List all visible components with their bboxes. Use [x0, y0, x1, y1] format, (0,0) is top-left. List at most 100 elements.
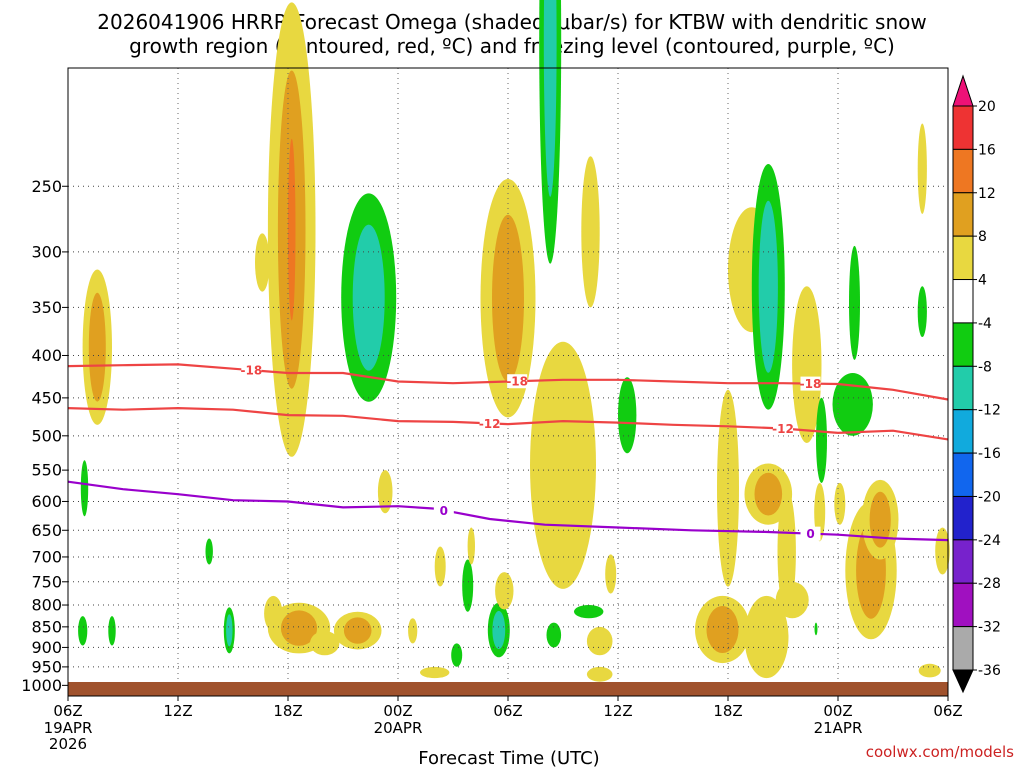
colorbar-label: -12	[978, 403, 1001, 419]
colorbar-label: -20	[978, 489, 1001, 505]
x-tick-sublabel: 20APR	[374, 719, 423, 737]
omega-cell-43	[917, 286, 927, 337]
y-tick-label: 300	[31, 242, 62, 261]
colorbar-segment	[952, 235, 974, 281]
omega-cell-32	[467, 527, 475, 565]
omega-cell-7	[377, 470, 393, 514]
dgz-minus18-label: -18	[240, 364, 262, 378]
freezing-0-label: 0	[806, 527, 814, 541]
y-tick-label: 250	[31, 177, 62, 196]
y-tick-label: 350	[31, 298, 62, 317]
ground-terrain	[68, 682, 948, 696]
omega-cell-28	[492, 610, 506, 650]
omega-cell-8	[581, 156, 600, 308]
colorbar-label: 16	[978, 142, 996, 158]
colorbar-label: -36	[978, 663, 1001, 679]
y-tick-label: 950	[31, 657, 62, 676]
credit-text: coolwx.com/models	[866, 743, 1014, 761]
dgz-minus18-label-bg	[241, 363, 262, 378]
y-tick-label: 900	[31, 638, 62, 657]
omega-cell-31	[495, 572, 514, 610]
x-tick-sublabel: 21APR	[814, 719, 863, 737]
x-tick-label: 12Z	[603, 702, 632, 720]
colorbar-segment	[952, 322, 974, 367]
omega-cell-22	[775, 581, 809, 619]
x-tick-label: 06Z	[933, 702, 962, 720]
omega-cell-2	[254, 233, 270, 292]
y-tick-label: 500	[31, 426, 62, 445]
colorbar-segment	[952, 279, 974, 324]
omega-cell-49	[834, 482, 846, 525]
colorbar-segment	[952, 495, 974, 541]
colorbar-label: -8	[978, 359, 992, 375]
colorbar-segment	[952, 539, 974, 584]
colorbar-label: 4	[978, 273, 987, 289]
omega-cell-29	[462, 559, 474, 612]
colorbar-label: -16	[978, 446, 1001, 462]
omega-cell-34	[546, 622, 562, 648]
contour-layer: -18 -18 -18 -12 -12 0 0	[67, 363, 949, 542]
dgz-minus12-line	[67, 406, 949, 441]
x-tick-sublabel: 2026	[49, 735, 87, 753]
omega-cell-46	[205, 538, 213, 565]
dgz-minus12-label-bg	[479, 416, 500, 431]
colorbar-label: -24	[978, 533, 1001, 549]
x-tick-label: 06Z	[53, 702, 82, 720]
colorbar-bottom-arrow	[952, 669, 974, 694]
dgz-minus18-label: -18	[506, 375, 528, 389]
omega-cell-40	[918, 663, 941, 678]
omega-cell-1	[287, 138, 296, 321]
x-axis-label: Forecast Time (UTC)	[418, 748, 599, 768]
omega-cell-35	[574, 605, 604, 619]
x-tick-label: 06Z	[493, 702, 522, 720]
freezing-0-label-bg	[433, 503, 454, 518]
y-tick-label: 800	[31, 596, 62, 615]
y-axis: 250 300 350 400 450 500 550 600 650 700 750 800 850 9…	[21, 177, 68, 695]
x-tick-label: 18Z	[273, 702, 302, 720]
omega-cell-52	[814, 622, 818, 636]
y-tick-label: 1000	[21, 676, 62, 695]
omega-cell-16	[816, 397, 827, 483]
colorbar-top-arrow	[952, 74, 974, 107]
omega-cell-15	[792, 286, 822, 443]
omega-cell-26	[310, 631, 340, 656]
x-tick-label: 12Z	[163, 702, 192, 720]
y-tick-label: 400	[31, 346, 62, 365]
omega-cell-0	[88, 292, 106, 402]
colorbar-segment	[952, 582, 974, 628]
omega-cell-30	[434, 546, 446, 587]
y-tick-label: 450	[31, 388, 62, 407]
omega-cell-3	[352, 224, 385, 371]
y-tick-label: 600	[31, 492, 62, 511]
colorbar-segment	[952, 105, 974, 150]
omega-cell-21	[706, 606, 739, 653]
omega-cell-12	[758, 200, 778, 373]
omega-cell-47	[264, 595, 283, 632]
colorbar-segment	[952, 626, 974, 671]
chart-title-line-2: growth region (contoured, red, ºC) and f…	[129, 34, 895, 58]
plot-area: -18 -18 -18 -12 -12 0 0	[67, 0, 950, 697]
omega-cell-13	[754, 472, 783, 516]
y-tick-label: 850	[31, 617, 62, 636]
omega-cell-37	[605, 554, 617, 594]
x-tick-sublabel: 19APR	[44, 719, 93, 737]
colorbar-label: 8	[978, 229, 987, 245]
colorbar-segment	[952, 365, 974, 411]
omega-cell-39	[586, 666, 613, 682]
x-tick-label: 00Z	[823, 702, 852, 720]
omega-cell-36	[586, 626, 613, 656]
omega-cell-38	[420, 666, 450, 679]
colorbar-segment	[952, 452, 974, 497]
omega-cell-18	[832, 373, 873, 436]
colorbar-segment	[952, 409, 974, 454]
x-tick-label: 00Z	[383, 702, 412, 720]
dgz-minus18-label-bg	[507, 374, 528, 389]
omega-cell-44	[80, 460, 89, 517]
y-tick-label: 550	[31, 461, 62, 480]
freezing-0-label: 0	[440, 504, 448, 518]
colorbar-label: -4	[978, 316, 992, 332]
omega-cell-20	[869, 491, 891, 548]
chart-title-line-1: 2026041906 HRRR Forecast Omega (shaded, …	[97, 10, 926, 34]
dgz-minus18-label-bg	[800, 376, 821, 391]
colorbar-label: 20	[978, 99, 996, 115]
